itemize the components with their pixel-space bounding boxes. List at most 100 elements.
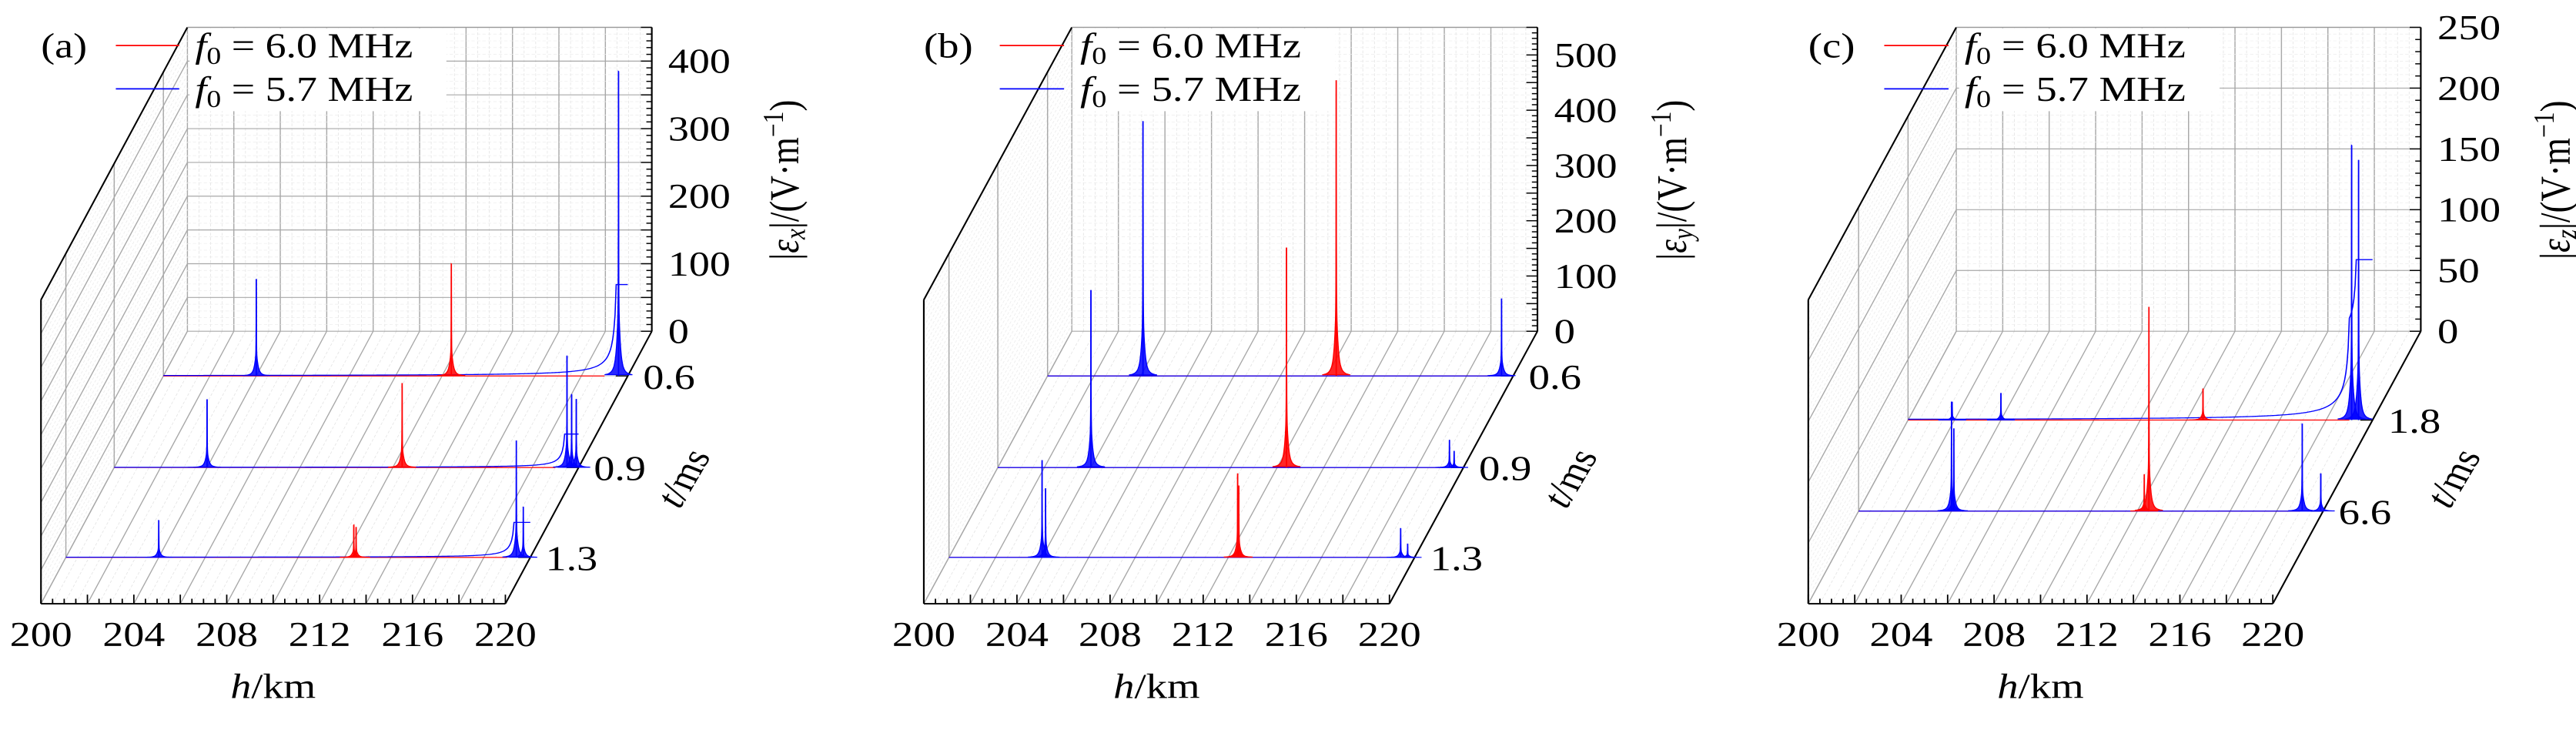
chart-panel-c: 200 204 208 212 216 220 0 50 100 150 200 250 1.8 6.6 h… [1777, 8, 2576, 705]
legend-text: = 6.0 MHz [1991, 26, 2186, 65]
floor-gridline [1086, 331, 1236, 604]
legend-sub: 0 [1092, 85, 1106, 112]
legend-sub: 0 [1976, 42, 1991, 69]
side-wall-gridline [1808, 229, 1957, 503]
floor-gridline [1191, 331, 1340, 604]
side-wall-gridline [1808, 324, 1957, 598]
h-axis-var: h [230, 668, 251, 706]
h-axis-title: h/km [1997, 667, 2084, 705]
floor-gridline [2016, 331, 2166, 604]
h-axis-var: h [1113, 667, 1134, 705]
legend-entry-label: f0 = 6.0 MHz [1080, 26, 1301, 69]
z-axis-unit: |/(V·m [761, 137, 808, 229]
floor-gridline [2226, 330, 2375, 604]
floor-gridline [1865, 331, 2015, 604]
z-axis-title-part: ) [2531, 101, 2576, 112]
floor-gridline [2098, 331, 2247, 604]
legend-entry-label: f0 = 6.0 MHz [1965, 26, 2186, 69]
side-wall-gridline [1808, 162, 1957, 435]
floor-gridline [2063, 331, 2213, 604]
legend-text: = 6.0 MHz [221, 27, 413, 65]
axes [40, 26, 653, 604]
side-wall-gridline [1808, 142, 1957, 415]
chart-panel-b: 200 204 208 212 216 220 0 100 200 300 400 500 0.6 0.9… [892, 26, 1699, 705]
legend-sub: 0 [206, 42, 221, 69]
trace-baseline [163, 283, 628, 377]
legend-sub: 0 [206, 85, 221, 112]
floor-gridline [946, 331, 1096, 604]
t-tick-label: 0.9 [594, 450, 645, 488]
h-tick-label: 212 [1172, 615, 1235, 654]
h-tick-label: 212 [289, 615, 351, 654]
z-axis-unit: |/(V·m [2531, 138, 2576, 229]
z-axis-var: ε [761, 239, 808, 253]
legend-entry-label: f0 = 6.0 MHz [195, 27, 413, 69]
panel-label: (a) [41, 27, 87, 65]
floor-gridline [1261, 331, 1410, 604]
h-tick-label: 208 [196, 615, 258, 654]
legend-sub: 0 [1976, 85, 1991, 112]
z-axis-sup: −1 [2527, 112, 2561, 138]
side-wall-gridline [1808, 290, 1957, 564]
side-wall-gridline [1808, 256, 1957, 530]
z-axis-title: |εx|/(V·m−1) [757, 100, 811, 260]
floor-gridline [1366, 331, 1515, 604]
side-wall-gridline [1808, 149, 1957, 422]
floor-gridline [1947, 330, 2096, 604]
side-wall-gridline [1808, 182, 1957, 456]
side-wall-gridline [1808, 54, 1957, 327]
h-tick-label: 204 [1869, 615, 1932, 654]
t-axis [2272, 330, 2422, 604]
side-wall-gridline [1808, 169, 1957, 442]
side-wall-gridline [1808, 74, 1957, 347]
floor-gridline [1168, 331, 1317, 604]
legend-entry-label: f0 = 5.7 MHz [195, 70, 413, 112]
z-tick-label: 200 [1554, 202, 1618, 240]
z-axis-var: ε [1648, 239, 1695, 253]
floor-gridline [1924, 331, 2073, 604]
floor-gridline [2121, 331, 2270, 604]
z-tick-label: 150 [2437, 129, 2501, 168]
legend-sub: 0 [1092, 42, 1106, 69]
floor-gridline [1959, 331, 2108, 604]
floor-gridline [1307, 331, 1457, 604]
floor-gridline [1179, 331, 1329, 604]
z-tick-label: 300 [1554, 146, 1618, 185]
legend-box [1959, 28, 2220, 112]
floor-gridline [2249, 331, 2398, 604]
side-wall-gridline [1808, 156, 1957, 429]
z-axis-sup: −1 [757, 112, 789, 137]
floor-gridline [1237, 331, 1387, 604]
z-tick-label: 100 [668, 245, 731, 283]
left-wall-top-edge [1807, 27, 1958, 300]
z-axis-title-part: ) [761, 100, 808, 112]
panel-label: (b) [924, 26, 973, 65]
legend-text: = 5.7 MHz [1106, 69, 1301, 108]
z-axis-title-part: | [2531, 253, 2576, 259]
side-wall-gridline [1808, 276, 1957, 551]
side-wall-gridline [1808, 88, 1957, 361]
side-wall-gridline [1808, 236, 1957, 510]
axes [922, 26, 1539, 604]
trace-baseline [1908, 259, 2373, 420]
axes [1807, 26, 2422, 604]
legend-text: = 5.7 MHz [221, 70, 413, 109]
h-tick-label: 204 [102, 615, 165, 654]
floor-gridline [982, 331, 1131, 604]
floor-gridline [2029, 331, 2178, 604]
h-tick-label: 200 [892, 615, 955, 654]
chart-panel-a: 200 204 208 212 216 220 0 100 200 300 400 0.6 0.9 1.3… [10, 26, 811, 706]
floor-gridline [1993, 330, 2143, 604]
floor-gridline [2237, 331, 2387, 604]
trace-baseline [65, 521, 530, 558]
z-axis-title-part: | [1648, 253, 1695, 260]
t-tick-label: 1.3 [1430, 539, 1483, 578]
h-axis-unit: /km [251, 668, 316, 706]
floor-gridline [2005, 331, 2154, 604]
floor-gridline [2214, 331, 2364, 604]
floor-gridline [2086, 330, 2236, 604]
side-wall-gridline [1808, 310, 1957, 584]
side-wall-gridline [1808, 108, 1957, 381]
side-wall-gridline [1808, 34, 1957, 307]
